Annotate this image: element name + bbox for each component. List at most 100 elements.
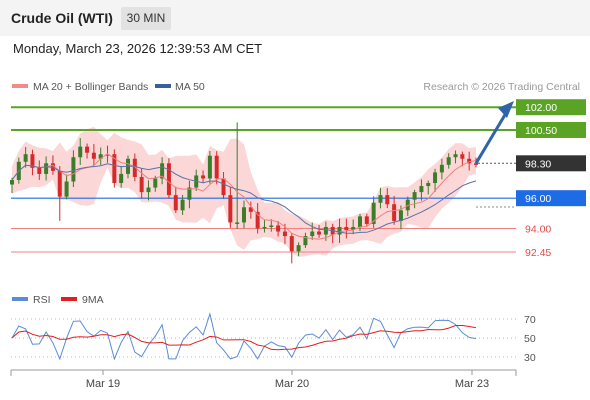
candle-body bbox=[378, 195, 383, 203]
candle-body bbox=[310, 231, 315, 237]
candle-body bbox=[153, 178, 158, 188]
rsi-panel: RSI 9MA 70 50 30 bbox=[11, 294, 536, 364]
legend-rsi-swatch bbox=[12, 297, 28, 301]
x-axis: Mar 19 Mar 20 Mar 23 bbox=[10, 369, 517, 390]
pivot-label: 96.00 bbox=[525, 193, 551, 205]
candle-body bbox=[37, 167, 42, 174]
instrument-title: Crude Oil (WTI) bbox=[11, 10, 113, 26]
candle-body bbox=[358, 216, 362, 227]
candle-body bbox=[85, 146, 90, 153]
copyright-text: Research © 2026 Trading Central bbox=[423, 81, 580, 93]
candle-body bbox=[242, 207, 246, 223]
candle-body bbox=[180, 199, 185, 211]
projection-arrow-head bbox=[498, 101, 514, 118]
legend-ma50-label: MA 50 bbox=[175, 81, 205, 93]
candle-body bbox=[385, 195, 390, 205]
resistance-label: 102.00 bbox=[525, 102, 557, 114]
candle-body bbox=[398, 210, 403, 221]
candle-body bbox=[78, 146, 83, 158]
candle-body bbox=[303, 236, 308, 246]
candle-body bbox=[23, 154, 28, 162]
candle-body bbox=[296, 245, 301, 252]
candle-body bbox=[228, 195, 233, 223]
candle-body bbox=[282, 231, 287, 237]
candle-body bbox=[105, 154, 110, 156]
candle-body bbox=[446, 157, 451, 165]
candle-body bbox=[119, 173, 124, 184]
legend-ma50-swatch bbox=[155, 84, 171, 88]
resistance-label-box bbox=[516, 121, 586, 138]
candle-body bbox=[364, 216, 369, 224]
candle-body bbox=[214, 155, 219, 179]
timeframe-button[interactable]: 30 MIN bbox=[121, 7, 171, 30]
x-axis-tick-label: Mar 19 bbox=[86, 378, 120, 390]
candle-body bbox=[221, 178, 226, 196]
candle-body bbox=[269, 225, 274, 227]
moving-averages-layer bbox=[11, 101, 514, 240]
last-price-label: 98.30 bbox=[525, 158, 551, 170]
rsi-line bbox=[11, 312, 477, 361]
candle-body bbox=[44, 163, 49, 174]
ma50-line bbox=[11, 163, 477, 234]
candle-body bbox=[91, 152, 96, 159]
legend-bollinger-label: MA 20 + Bollinger Bands bbox=[33, 81, 148, 93]
candle-body bbox=[10, 179, 14, 185]
candle-body bbox=[419, 186, 424, 193]
rsi-tick-label: 70 bbox=[524, 314, 536, 326]
header-bar: Crude Oil (WTI) 30 MIN bbox=[0, 0, 590, 36]
candle-body bbox=[248, 207, 253, 212]
candle-body bbox=[173, 195, 178, 211]
candle-body bbox=[317, 231, 322, 235]
resistance-label-box bbox=[516, 99, 586, 116]
rsi-tick-label: 30 bbox=[524, 352, 536, 364]
candle-body bbox=[412, 192, 417, 200]
candle-body bbox=[371, 202, 376, 224]
candle-body bbox=[276, 225, 281, 232]
x-axis-tick-label: Mar 20 bbox=[275, 378, 309, 390]
candle-body bbox=[474, 163, 478, 165]
resistance-label: 100.50 bbox=[525, 125, 557, 137]
candle-body bbox=[146, 187, 151, 193]
pivot-label-box bbox=[516, 190, 586, 207]
rsi-9ma-line bbox=[11, 325, 477, 351]
candle-body bbox=[71, 157, 76, 182]
candle-body bbox=[57, 170, 62, 197]
support-label: 92.45 bbox=[525, 247, 551, 259]
candle-body bbox=[460, 154, 465, 159]
candle-body bbox=[207, 155, 212, 179]
legend-bollinger-swatch bbox=[12, 84, 28, 88]
candle-body bbox=[235, 222, 240, 224]
legend-9ma-swatch bbox=[61, 297, 77, 301]
candle-body bbox=[160, 163, 165, 179]
candle-body bbox=[255, 211, 260, 229]
candle-body bbox=[166, 163, 171, 196]
candle-body bbox=[467, 158, 472, 164]
candle-body bbox=[262, 226, 267, 229]
legend-9ma-label: 9MA bbox=[82, 294, 104, 306]
rsi-tick-label: 50 bbox=[524, 333, 536, 345]
candle-body bbox=[426, 183, 431, 187]
candle-body bbox=[289, 236, 294, 252]
last-price-box bbox=[516, 155, 586, 172]
candle-body bbox=[139, 176, 144, 193]
candle-body bbox=[64, 181, 69, 197]
candle-body bbox=[337, 226, 342, 235]
timestamp: Monday, March 23, 2026 12:39:53 AM CET bbox=[13, 41, 263, 56]
candle-body bbox=[453, 154, 458, 158]
candle-body bbox=[30, 154, 35, 168]
candle-body bbox=[433, 172, 438, 184]
support-label: 94.00 bbox=[525, 224, 551, 236]
candle-body bbox=[98, 154, 103, 159]
candle-body bbox=[187, 187, 192, 200]
candle-body bbox=[323, 226, 328, 235]
legend-rsi-label: RSI bbox=[33, 294, 51, 306]
candle-body bbox=[351, 226, 356, 231]
candle-body bbox=[112, 154, 117, 184]
x-axis-tick-label: Mar 23 bbox=[455, 378, 489, 390]
level-labels-layer: 102.00 100.50 98.30 96.00 94.00 92.45 bbox=[516, 99, 586, 259]
candle-body bbox=[201, 175, 206, 179]
candle-body bbox=[344, 226, 349, 231]
bollinger-band-layer bbox=[12, 126, 476, 257]
